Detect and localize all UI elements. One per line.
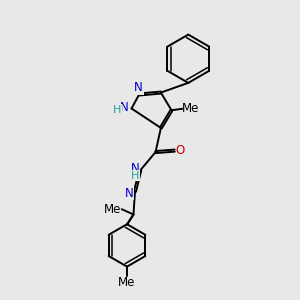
Text: N: N <box>130 162 139 175</box>
Text: O: O <box>176 144 184 157</box>
Text: N: N <box>134 82 143 94</box>
Text: H: H <box>113 105 122 115</box>
Text: Me: Me <box>104 203 122 216</box>
Text: Me: Me <box>182 102 199 115</box>
Text: N: N <box>120 100 128 113</box>
Text: H: H <box>131 171 139 181</box>
Text: N: N <box>125 187 134 200</box>
Text: Me: Me <box>118 276 136 289</box>
